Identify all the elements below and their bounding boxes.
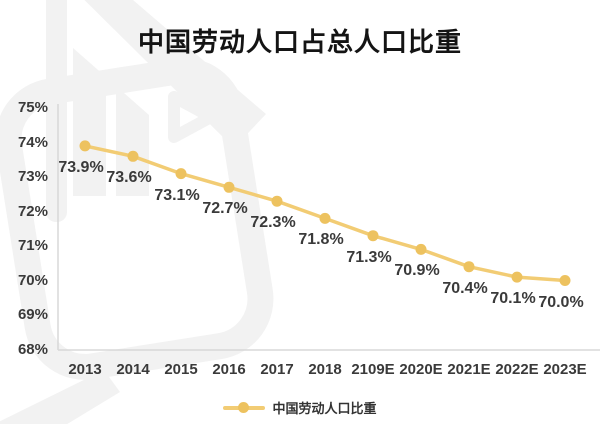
data-point — [367, 230, 379, 242]
x-tick-label: 2021E — [447, 361, 491, 378]
y-tick-label: 69% — [17, 306, 48, 323]
data-point — [175, 168, 187, 180]
x-tick-label: 2013 — [68, 361, 102, 378]
data-point-label: 70.0% — [538, 293, 584, 311]
data-point-label: 72.7% — [202, 200, 248, 218]
y-tick-label: 68% — [17, 340, 48, 358]
x-tick-label: 2014 — [116, 361, 150, 378]
x-tick-label: 2022E — [495, 361, 539, 378]
data-point — [319, 212, 331, 224]
x-tick-label: 2020E — [399, 361, 443, 378]
data-point-label: 70.9% — [394, 262, 440, 280]
data-point — [127, 150, 139, 162]
data-point-label: 71.8% — [298, 231, 344, 249]
chart-title: 中国劳动人口占总人口比重 — [137, 27, 462, 57]
y-tick-label: 70% — [17, 271, 48, 289]
y-tick-label: 73% — [17, 168, 48, 185]
y-tick-label: 75% — [17, 99, 48, 116]
data-point-label: 70.1% — [490, 290, 536, 308]
data-point-label: 72.3% — [250, 214, 296, 232]
data-point — [223, 181, 235, 193]
data-point-label: 73.6% — [106, 169, 152, 187]
data-point — [511, 271, 523, 283]
x-tick-label: 2015 — [164, 361, 198, 378]
data-point-label: 70.4% — [442, 279, 488, 297]
data-point — [79, 140, 91, 152]
data-point — [415, 243, 427, 255]
data-point-markers — [79, 140, 571, 286]
data-point — [559, 275, 571, 286]
y-tick-label: 74% — [17, 133, 48, 151]
y-tick-label: 72% — [17, 202, 48, 220]
data-point-label: 73.1% — [154, 186, 200, 204]
x-tick-label: 2018 — [308, 361, 342, 378]
data-point — [271, 195, 283, 207]
legend: 中国劳动人口比重 — [0, 396, 600, 418]
y-tick-label: 71% — [17, 237, 48, 254]
x-tick-label: 2109E — [351, 361, 395, 378]
x-tick-label: 2023E — [543, 361, 587, 378]
data-point-label: 73.9% — [58, 158, 104, 176]
data-point — [463, 261, 475, 273]
x-tick-label: 2016 — [212, 361, 246, 378]
legend-line-marker-icon — [223, 401, 266, 413]
data-point-label: 71.3% — [346, 248, 392, 266]
legend-label: 中国劳动人口比重 — [272, 400, 377, 416]
x-tick-label: 2017 — [260, 361, 294, 378]
